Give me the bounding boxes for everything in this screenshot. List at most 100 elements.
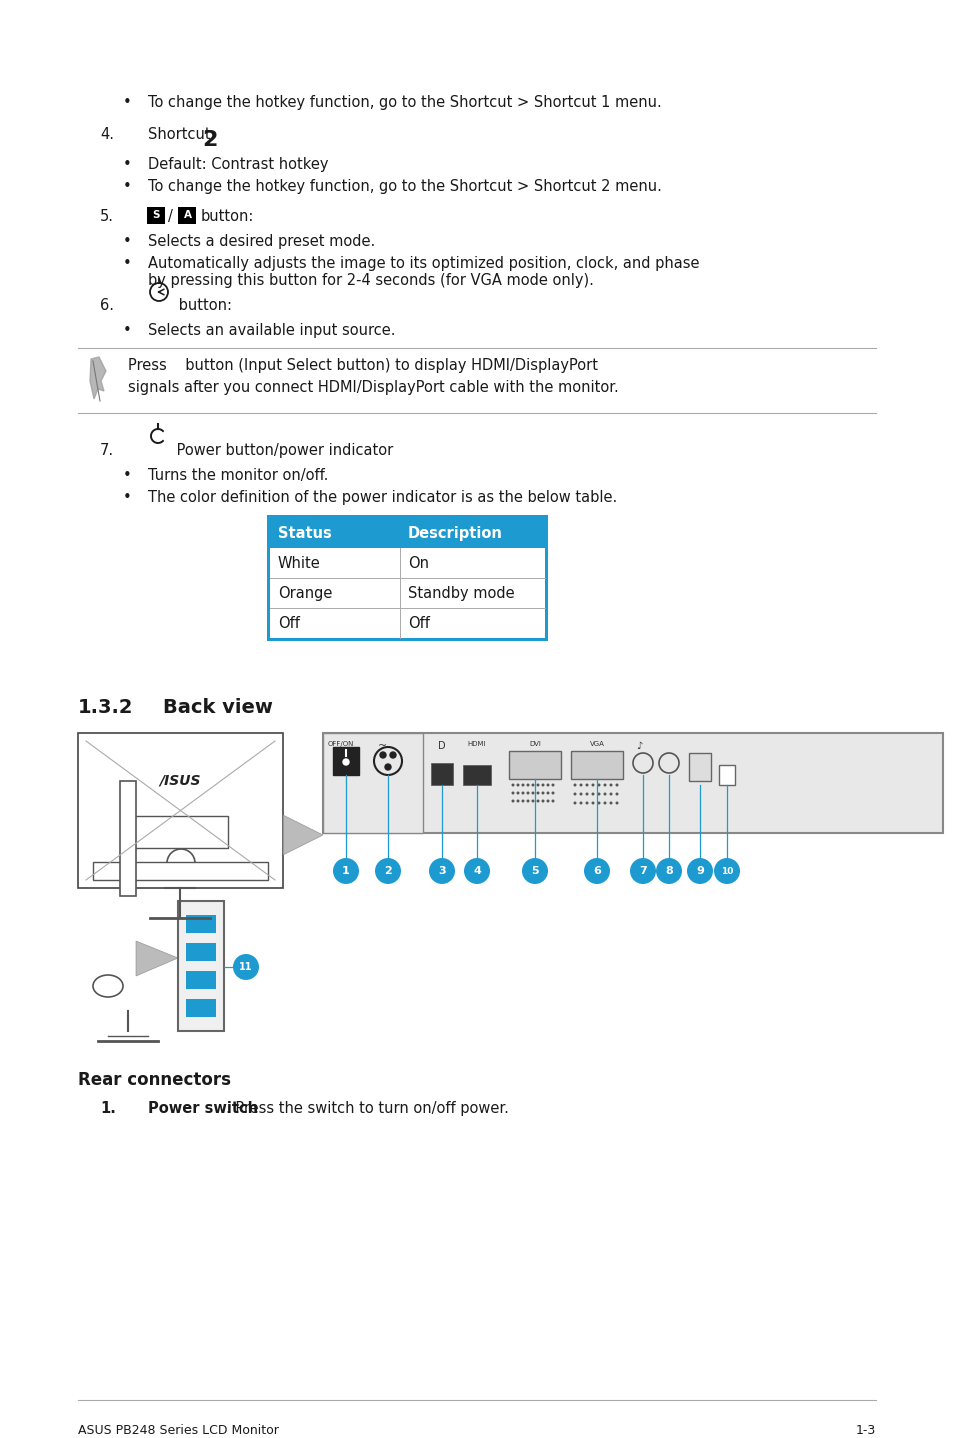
Circle shape (541, 800, 544, 802)
Text: 1.3.2: 1.3.2 (78, 697, 133, 718)
Text: Status: Status (277, 526, 332, 541)
Circle shape (573, 801, 576, 804)
Text: /: / (168, 209, 172, 224)
Text: Standby mode: Standby mode (408, 587, 514, 601)
Text: 10: 10 (720, 867, 733, 876)
Circle shape (233, 953, 258, 981)
Circle shape (591, 801, 594, 804)
Bar (323, 733, 422, 833)
Text: 7: 7 (639, 866, 646, 876)
Circle shape (536, 800, 539, 802)
Circle shape (585, 801, 588, 804)
Circle shape (536, 784, 539, 787)
Circle shape (591, 792, 594, 795)
Text: 3: 3 (437, 866, 445, 876)
Text: A: A (183, 210, 192, 220)
Text: 2: 2 (384, 866, 392, 876)
Text: 6: 6 (593, 866, 600, 876)
Circle shape (597, 801, 599, 804)
Text: ♪: ♪ (636, 741, 641, 751)
Circle shape (573, 784, 576, 787)
Polygon shape (78, 733, 283, 889)
Bar (431, 764, 453, 785)
Text: Description: Description (408, 526, 502, 541)
Text: OFF/ON: OFF/ON (328, 741, 354, 746)
Circle shape (429, 858, 455, 884)
Circle shape (603, 792, 606, 795)
Circle shape (609, 801, 612, 804)
Circle shape (463, 858, 490, 884)
Circle shape (591, 784, 594, 787)
Circle shape (521, 791, 524, 795)
Circle shape (615, 801, 618, 804)
Circle shape (536, 791, 539, 795)
Circle shape (585, 784, 588, 787)
Circle shape (521, 858, 547, 884)
Text: 5: 5 (531, 866, 538, 876)
Text: signals after you connect HDMI/DisplayPort cable with the monitor.: signals after you connect HDMI/DisplayPo… (128, 380, 618, 395)
Circle shape (521, 800, 524, 802)
Text: Orange: Orange (277, 587, 332, 601)
Circle shape (656, 858, 681, 884)
Text: •: • (123, 234, 132, 249)
Circle shape (578, 792, 582, 795)
Circle shape (546, 791, 549, 795)
Circle shape (609, 792, 612, 795)
Text: 9: 9 (696, 866, 703, 876)
Text: 8: 8 (664, 866, 672, 876)
Circle shape (578, 784, 582, 787)
Text: •: • (123, 324, 132, 338)
Circle shape (516, 800, 519, 802)
Text: button:: button: (201, 209, 254, 224)
Circle shape (541, 791, 544, 795)
Text: Back view: Back view (163, 697, 273, 718)
Circle shape (511, 784, 514, 787)
Text: On: On (408, 557, 429, 571)
Circle shape (615, 792, 618, 795)
FancyBboxPatch shape (178, 207, 196, 223)
Text: 1: 1 (342, 866, 350, 876)
Text: 1-3: 1-3 (855, 1424, 875, 1437)
Circle shape (516, 791, 519, 795)
Circle shape (578, 801, 582, 804)
Text: 5.: 5. (100, 209, 113, 224)
Circle shape (385, 764, 391, 769)
Circle shape (551, 791, 554, 795)
Text: •: • (123, 467, 132, 483)
Circle shape (526, 800, 529, 802)
Text: VGA: VGA (589, 741, 604, 746)
Circle shape (333, 858, 358, 884)
Text: 4.: 4. (100, 127, 113, 142)
Text: Turns the monitor on/off.: Turns the monitor on/off. (148, 467, 328, 483)
FancyBboxPatch shape (148, 207, 165, 223)
Bar (186, 915, 215, 933)
Bar (92, 861, 268, 880)
Text: •: • (123, 178, 132, 194)
Text: Power switch: Power switch (148, 1102, 258, 1116)
Circle shape (573, 792, 576, 795)
Text: The color definition of the power indicator is as the below table.: The color definition of the power indica… (148, 490, 617, 505)
Text: 2: 2 (202, 129, 217, 150)
Text: S: S (152, 210, 160, 220)
Circle shape (531, 784, 534, 787)
Text: 1.: 1. (100, 1102, 115, 1116)
Polygon shape (283, 815, 323, 856)
Text: 6.: 6. (100, 298, 113, 313)
Text: Selects an available input source.: Selects an available input source. (148, 324, 395, 338)
Text: . Press the switch to turn on/off power.: . Press the switch to turn on/off power. (226, 1102, 508, 1116)
Text: Automatically adjusts the image to its optimized position, clock, and phase
by p: Automatically adjusts the image to its o… (148, 256, 699, 289)
Circle shape (526, 791, 529, 795)
Circle shape (609, 784, 612, 787)
Circle shape (629, 858, 656, 884)
Circle shape (597, 792, 599, 795)
Circle shape (541, 784, 544, 787)
Circle shape (531, 791, 534, 795)
Bar (688, 754, 710, 781)
Circle shape (615, 784, 618, 787)
Circle shape (546, 800, 549, 802)
Circle shape (551, 784, 554, 787)
Bar (178, 902, 224, 1031)
Circle shape (516, 784, 519, 787)
Text: Power button/power indicator: Power button/power indicator (172, 443, 393, 457)
Text: /ISUS: /ISUS (159, 774, 201, 787)
